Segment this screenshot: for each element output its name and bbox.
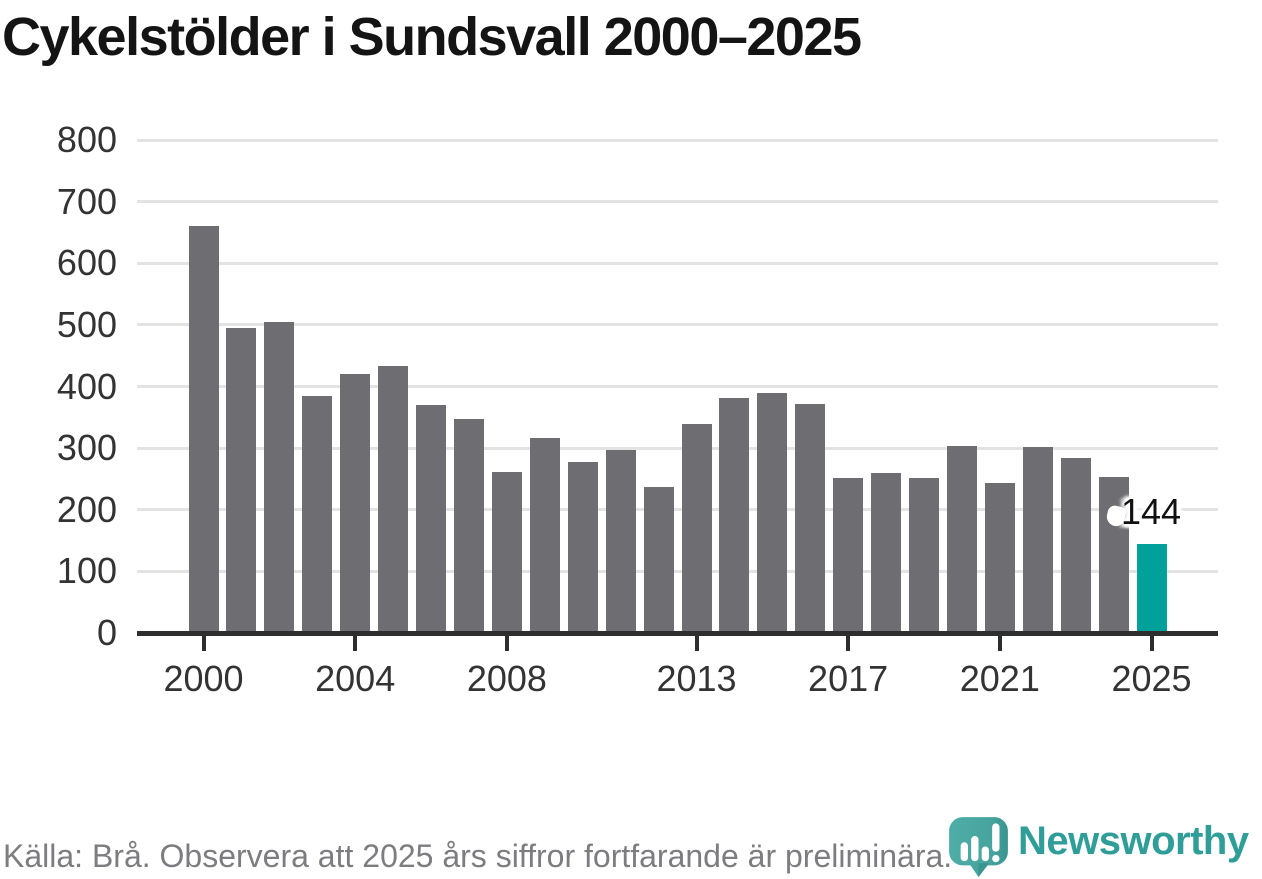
bar-2006 <box>416 405 446 633</box>
gridline <box>137 138 1218 142</box>
x-axis-tick <box>694 636 699 651</box>
y-axis-tick-label: 500 <box>56 303 117 345</box>
x-axis-tick <box>201 636 206 651</box>
y-axis-tick-label: 600 <box>56 242 117 284</box>
x-axis-tick <box>1149 636 1154 651</box>
bar-2005 <box>378 366 409 633</box>
bar-2017 <box>833 478 864 633</box>
newsworthy-wordmark[interactable]: Newsworthy <box>1018 819 1249 863</box>
y-axis-tick-label: 300 <box>56 427 117 469</box>
x-axis-tick-label: 2004 <box>315 658 396 699</box>
bar-2012 <box>643 486 674 633</box>
bar-2011 <box>605 450 636 633</box>
bar-2018 <box>871 472 902 633</box>
x-axis-tick-label: 2013 <box>656 658 737 699</box>
y-axis-tick-label: 400 <box>56 365 117 407</box>
gridline <box>137 385 1218 388</box>
x-axis-tick-label: 2008 <box>466 658 547 699</box>
x-axis-tick-label: 2000 <box>163 658 244 699</box>
bar-2009 <box>529 437 560 633</box>
source-note: Källa: Brå. Observera att 2025 års siffr… <box>3 838 953 874</box>
bar-2014 <box>719 397 750 633</box>
newsworthy-logo-icon <box>949 817 1008 877</box>
y-axis-tick-label: 0 <box>96 612 117 653</box>
x-axis-tick-label: 2017 <box>808 658 889 699</box>
bar-2007 <box>453 418 484 633</box>
gridline <box>137 569 1218 573</box>
y-axis-tick-label: 200 <box>56 488 117 530</box>
bar-2008 <box>491 472 522 633</box>
bar-2021 <box>984 483 1015 633</box>
bar-2000 <box>188 226 219 633</box>
y-axis-tick-label: 800 <box>56 119 117 160</box>
bar-2016 <box>795 403 826 633</box>
bar-2022 <box>1022 446 1053 633</box>
x-axis-tick-label: 2021 <box>959 658 1040 699</box>
x-axis-tick <box>504 636 509 651</box>
bar-2023 <box>1060 458 1091 633</box>
gridline <box>137 261 1218 265</box>
x-axis-tick <box>353 636 358 651</box>
x-axis-line <box>137 631 1218 636</box>
bar-2002 <box>264 321 295 633</box>
bar-2025 <box>1136 544 1167 633</box>
bar-2010 <box>567 462 598 633</box>
bar-2001 <box>226 328 257 633</box>
bar-2003 <box>302 395 333 633</box>
bar-2004 <box>340 374 371 633</box>
gridline <box>137 200 1218 204</box>
x-axis-tick <box>997 636 1002 651</box>
y-axis-tick-label: 700 <box>56 180 117 222</box>
bar-2019 <box>909 477 939 633</box>
highlight-value-label: 144 <box>1120 491 1182 532</box>
gridline <box>137 508 1218 512</box>
x-axis-tick <box>846 636 851 651</box>
newsworthy-logo[interactable]: Newsworthy <box>947 815 1249 878</box>
y-axis-tick-label: 100 <box>56 550 117 592</box>
bar-2013 <box>681 423 712 633</box>
bar-2020 <box>946 445 977 633</box>
gridline <box>137 446 1218 450</box>
x-axis-tick-label: 2025 <box>1111 658 1192 699</box>
bar-2015 <box>757 393 788 633</box>
gridline <box>137 323 1218 327</box>
chart-title: Cykelstölder i Sundsvall 2000–2025 <box>2 7 862 67</box>
